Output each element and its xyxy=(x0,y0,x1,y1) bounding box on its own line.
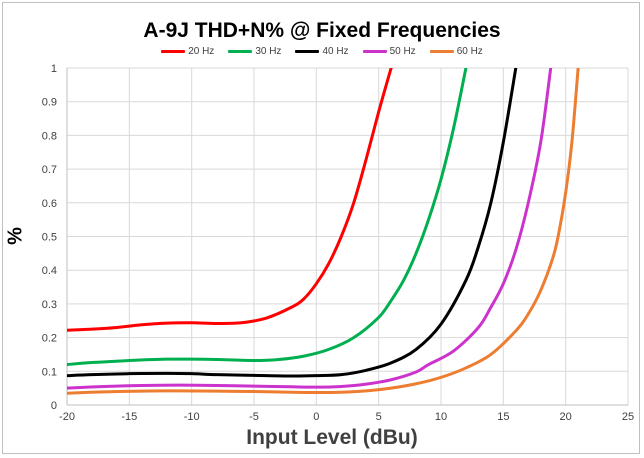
x-tick-label: -15 xyxy=(121,411,137,423)
x-tick-label: 0 xyxy=(313,411,319,423)
chart-frame xyxy=(2,2,640,454)
series-line-30-hz xyxy=(67,68,468,367)
y-tick-label: 0.1 xyxy=(42,366,57,378)
legend-label: 30 Hz xyxy=(255,46,282,57)
legend-label: 50 Hz xyxy=(389,46,416,57)
y-tick-label: 0 xyxy=(51,400,57,412)
legend-swatch xyxy=(161,50,186,53)
y-tick-label: 0.8 xyxy=(42,130,57,142)
series-line-60-hz xyxy=(67,68,580,395)
axis-layer: -20 -15 -10 -5 0 5 10 15 20 25 0 0.1 0.2 0.3 0.4 0.5 0.6… xyxy=(42,63,634,423)
legend-swatch xyxy=(228,50,253,53)
series-line-50-hz xyxy=(67,68,553,390)
x-tick-label: 20 xyxy=(560,411,572,423)
x-tick-label: -10 xyxy=(184,411,200,423)
y-tick-label: 0.9 xyxy=(42,97,57,109)
y-tick-label: 0.7 xyxy=(42,164,57,176)
x-tick-label: -20 xyxy=(59,411,75,423)
chart-title: A-9J THD+N% @ Fixed Frequencies xyxy=(143,19,501,42)
y-tick-label: 0.6 xyxy=(42,198,57,210)
legend: 20 Hz 30 Hz 40 Hz 50 Hz 60 Hz xyxy=(0,46,644,57)
series-line-20-hz xyxy=(67,68,393,332)
legend-item: 50 Hz xyxy=(362,46,416,57)
grid-layer xyxy=(66,67,629,406)
legend-swatch xyxy=(429,50,454,53)
legend-item: 20 Hz xyxy=(161,46,214,57)
y-axis-label: % xyxy=(4,227,27,245)
series-line-40-hz xyxy=(67,68,518,378)
x-tick-label: 10 xyxy=(435,411,447,423)
x-tick-label: 15 xyxy=(497,411,509,423)
x-tick-label: -5 xyxy=(249,411,259,423)
y-tick-label: 0.2 xyxy=(42,333,57,345)
legend-swatch xyxy=(362,50,387,53)
y-tick-label: 0.5 xyxy=(42,232,57,244)
legend-label: 60 Hz xyxy=(456,46,483,57)
legend-item: 60 Hz xyxy=(429,46,483,57)
x-tick-label: 5 xyxy=(376,411,382,423)
x-axis-label: Input Level (dBu) xyxy=(246,426,418,449)
legend-item: 40 Hz xyxy=(295,46,349,57)
legend-label: 20 Hz xyxy=(188,46,215,57)
x-tick-label: 25 xyxy=(622,411,634,423)
legend-swatch xyxy=(295,50,320,53)
y-tick-label: 0.4 xyxy=(42,265,57,277)
y-tick-label: 0.3 xyxy=(42,299,57,311)
legend-item: 30 Hz xyxy=(228,46,281,57)
y-tick-label: 1 xyxy=(51,63,57,75)
legend-label: 40 Hz xyxy=(322,46,349,57)
series-layer xyxy=(67,68,580,395)
